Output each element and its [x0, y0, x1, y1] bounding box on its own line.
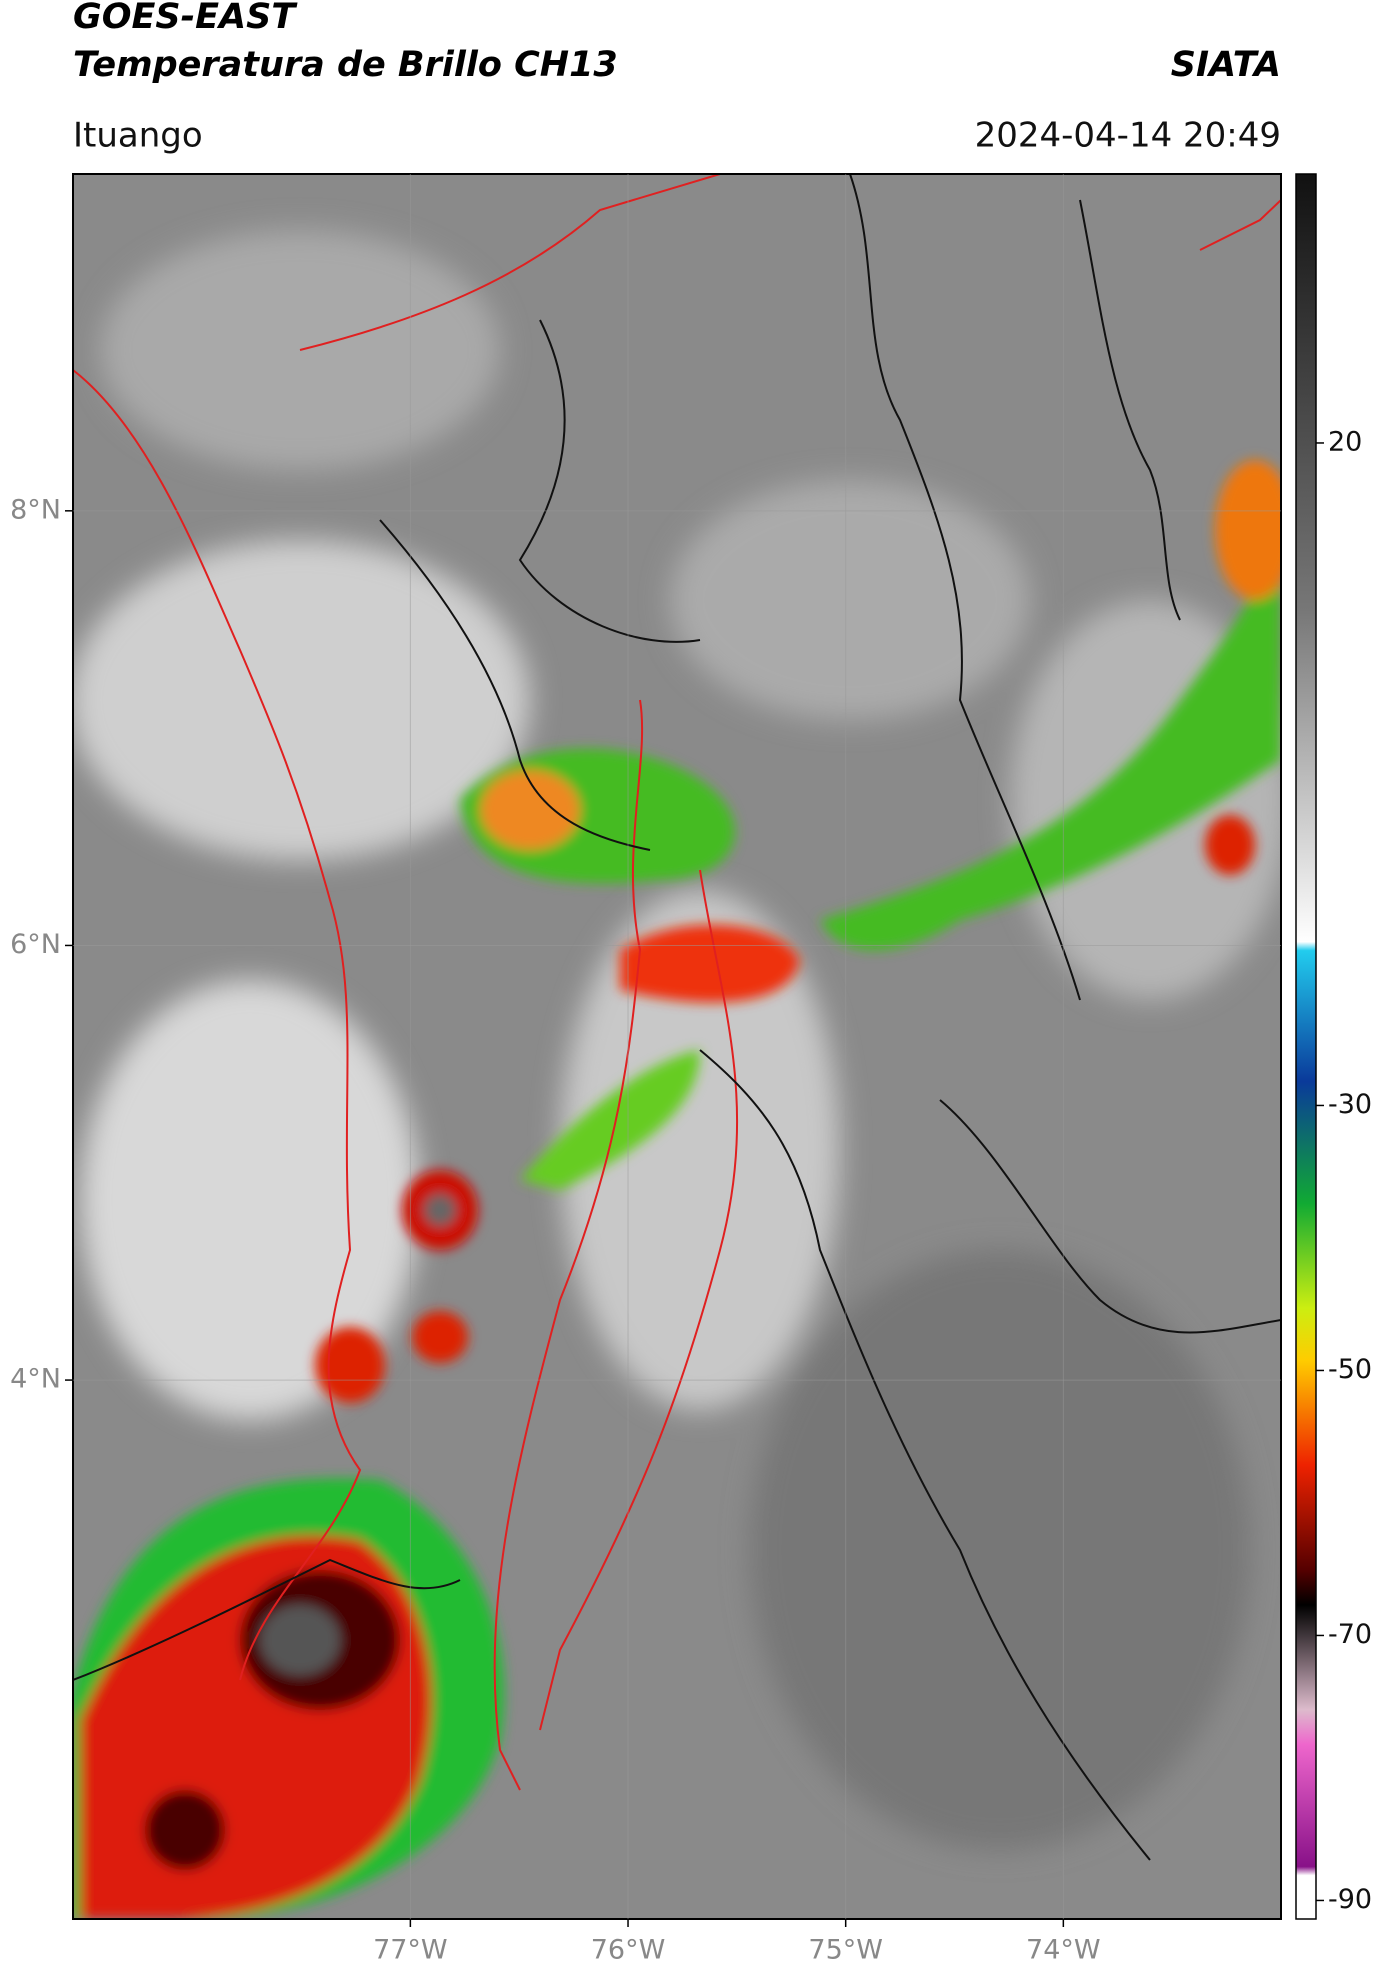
lat-tick-label: 6°N [10, 929, 61, 960]
lon-tick-label: 74°W [1026, 1935, 1101, 1966]
subtitle: Temperatura de Brillo CH13 [73, 45, 618, 85]
map-frame [72, 173, 1282, 1920]
satellite-image [73, 174, 1281, 1919]
lon-tick-label: 75°W [808, 1935, 883, 1966]
lon-tick-label: 76°W [591, 1935, 666, 1966]
colorbar-tick-label: -50 [1328, 1354, 1372, 1385]
colorbar-tick-label: -90 [1328, 1884, 1372, 1915]
colorbar-tick-label: 20 [1328, 426, 1362, 457]
timestamp: 2024-04-14 20:49 [975, 116, 1281, 156]
lon-tick-label: 77°W [373, 1935, 448, 1966]
lat-tick-label: 8°N [10, 494, 61, 525]
brand: SIATA [1171, 45, 1281, 85]
colorbar-tick-label: -30 [1328, 1089, 1372, 1120]
colorbar-tick-label: -70 [1328, 1619, 1372, 1650]
title: GOES-EAST [73, 0, 298, 37]
lat-tick-label: 4°N [10, 1364, 61, 1395]
colorbar [1295, 173, 1317, 1920]
location: Ituango [73, 116, 203, 156]
